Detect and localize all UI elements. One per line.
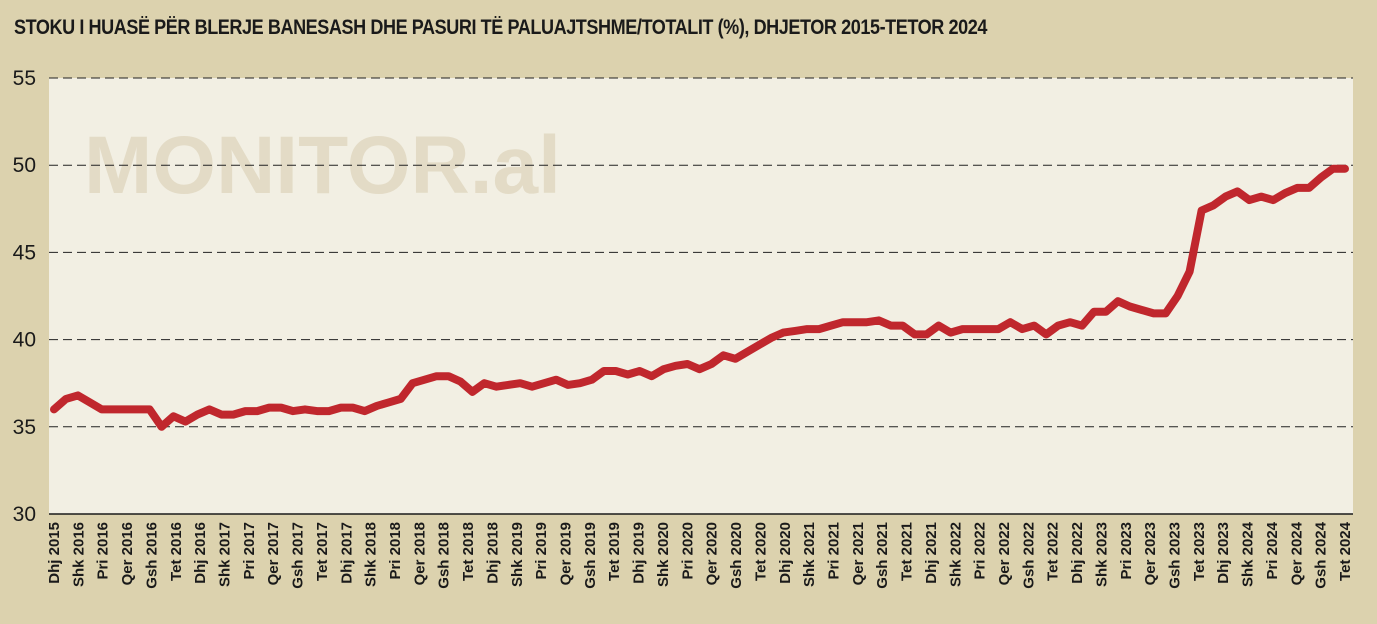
x-tick-label: Dhj 2022 (1069, 522, 1086, 584)
x-tick-label: Dhj 2015 (46, 522, 63, 584)
x-tick-label: Tet 2020 (752, 522, 769, 581)
x-tick-label: Qer 2018 (411, 522, 428, 585)
x-tick-label: Shk 2019 (509, 522, 526, 587)
chart-title: STOKU I HUASË PËR BLERJE BANESASH DHE PA… (14, 16, 987, 39)
x-tick-label: Qer 2020 (704, 522, 721, 585)
x-tick-label: Tet 2024 (1337, 521, 1354, 581)
y-tick-label: 45 (13, 241, 36, 264)
x-tick-label: Pri 2017 (241, 522, 258, 580)
y-tick-label: 40 (13, 329, 36, 352)
x-tick-label: Shk 2022 (947, 522, 964, 587)
x-tick-label: Pri 2021 (825, 522, 842, 580)
y-axis: 30 35 40 45 50 55 (13, 67, 36, 526)
x-tick-label: Dhj 2016 (192, 522, 209, 584)
y-tick-label: 35 (13, 416, 36, 439)
x-tick-label: Gsh 2021 (874, 522, 891, 589)
x-tick-label: Gsh 2016 (143, 522, 160, 589)
x-tick-label: Pri 2022 (972, 522, 989, 580)
x-tick-label: Gsh 2022 (1020, 522, 1037, 589)
x-tick-label: Dhj 2020 (777, 522, 794, 584)
x-tick-label: Qer 2019 (558, 522, 575, 585)
x-tick-label: Qer 2016 (119, 522, 136, 585)
x-tick-label: Pri 2018 (387, 522, 404, 580)
x-tick-label: Tet 2021 (899, 522, 916, 581)
x-tick-label: Pri 2020 (679, 522, 696, 580)
x-tick-label: Shk 2018 (363, 522, 380, 587)
x-tick-label: Qer 2021 (850, 522, 867, 585)
x-tick-label: Gsh 2023 (1166, 522, 1183, 589)
x-tick-label: Tet 2023 (1191, 522, 1208, 581)
x-tick-label: Dhj 2023 (1215, 522, 1232, 584)
y-tick-label: 55 (13, 67, 36, 90)
x-tick-label: Tet 2017 (314, 522, 331, 581)
series-line (50, 164, 1349, 431)
y-tick-label: 50 (13, 154, 36, 177)
x-tick-label: Gsh 2017 (290, 522, 307, 589)
x-axis: Dhj 2015 Shk 2016 Pri 2016 Qer 2016 Gsh 2016… (46, 521, 1354, 588)
x-tick-label: Shk 2024 (1240, 521, 1257, 587)
x-tick-label: Shk 2017 (217, 522, 234, 587)
x-tick-label: Dhj 2018 (484, 522, 501, 584)
x-tick-label: Pri 2024 (1264, 521, 1281, 579)
x-tick-label: Qer 2022 (996, 522, 1013, 585)
x-tick-label: Shk 2020 (655, 522, 672, 587)
gridlines (49, 77, 1353, 515)
x-tick-label: Dhj 2017 (338, 522, 355, 584)
x-tick-label: Qer 2023 (1142, 522, 1159, 585)
x-tick-label: Pri 2023 (1118, 522, 1135, 580)
x-tick-label: Pri 2016 (95, 522, 112, 580)
x-tick-label: Gsh 2018 (436, 522, 453, 589)
x-tick-label: Dhj 2021 (923, 522, 940, 584)
x-tick-label: Tet 2016 (168, 522, 185, 581)
plot-area (49, 78, 1353, 514)
x-tick-label: Gsh 2024 (1313, 521, 1330, 588)
x-tick-label: Qer 2024 (1288, 521, 1305, 585)
x-tick-label: Shk 2016 (70, 522, 87, 587)
x-tick-label: Gsh 2019 (582, 522, 599, 589)
x-tick-label: Tet 2019 (606, 522, 623, 581)
x-tick-label: Tet 2018 (460, 522, 477, 581)
x-tick-label: Dhj 2019 (631, 522, 648, 584)
x-tick-label: Tet 2022 (1045, 522, 1062, 581)
x-tick-label: Gsh 2020 (728, 522, 745, 589)
y-tick-label: 30 (13, 503, 36, 526)
x-tick-label: Shk 2023 (1093, 522, 1110, 587)
x-tick-label: Qer 2017 (265, 522, 282, 585)
x-tick-label: Pri 2019 (533, 522, 550, 580)
x-tick-label: Shk 2021 (801, 522, 818, 587)
